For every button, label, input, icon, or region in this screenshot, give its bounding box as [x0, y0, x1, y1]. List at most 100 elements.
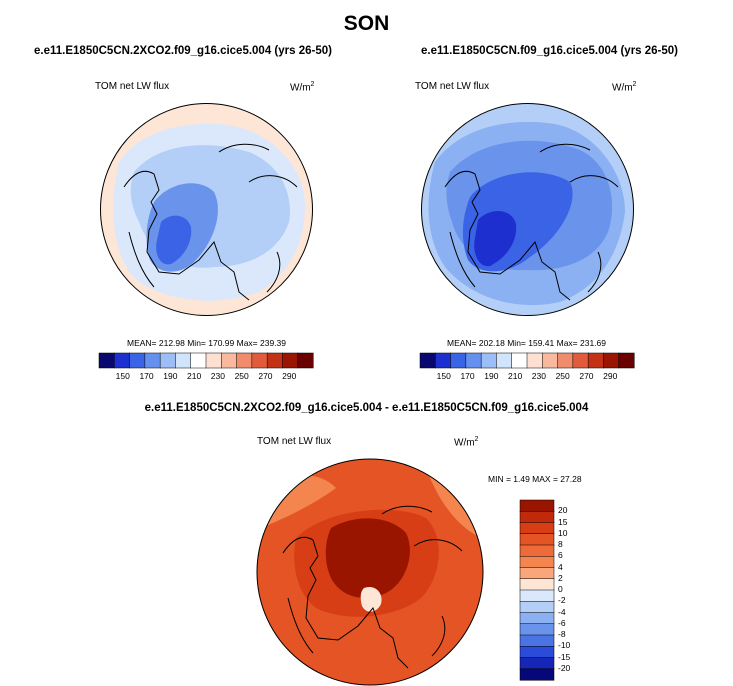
- panel2-coastline: [444, 143, 619, 301]
- panel1-colorbar-tick-label: 190: [163, 371, 178, 381]
- panel3-colorbar-tick-label: -8: [558, 629, 566, 639]
- panel2-colorbar-tick-label: 210: [508, 371, 523, 381]
- panel2-colorbar: [419, 352, 635, 369]
- panel3-units: W/m2: [454, 436, 479, 449]
- panel3-colorbar-swatch: [519, 601, 555, 614]
- panel3-colorbar-swatch: [519, 544, 555, 557]
- panel2-map: [421, 103, 634, 316]
- panel2-colorbar-tick-label: 230: [531, 371, 546, 381]
- panel2-title: e.e11.E1850C5CN.f09_g16.cice5.004 (yrs 2…: [420, 45, 678, 57]
- panel1-units: W/m2: [290, 81, 315, 94]
- panel1-variable-label: TOM net LW flux: [95, 81, 170, 92]
- panel1-colorbar: [98, 352, 314, 369]
- panel3-colorbar-swatch: [519, 646, 555, 659]
- panel2-units: W/m2: [612, 81, 637, 94]
- panel2-stats: MEAN= 202.18 Min= 159.41 Max= 231.69: [446, 338, 606, 348]
- panel3-colorbar-swatch: [519, 657, 555, 670]
- panel1-colorbar-swatch: [282, 352, 299, 369]
- panel3-field-high: [325, 518, 410, 598]
- panel1-colorbar-swatch: [175, 352, 192, 369]
- panel2-colorbar-swatch: [480, 352, 497, 369]
- panel3-field-light: [261, 468, 481, 538]
- panel1-colorbar-swatch: [236, 352, 253, 369]
- panel2-colorbar-swatch: [526, 352, 543, 369]
- panel3-colorbar-swatch: [519, 567, 555, 580]
- panel3-colorbar-swatch: [519, 533, 555, 546]
- panel3-colorbar-tick-label: 0: [558, 584, 563, 594]
- panel2-colorbar-swatch: [496, 352, 513, 369]
- panel3-colorbar-swatch: [519, 522, 555, 535]
- panel2-colorbar-tick-label: 190: [484, 371, 499, 381]
- panel3-colorbar-tick-label: 8: [558, 539, 563, 549]
- panel3-colorbar-swatch: [519, 589, 555, 602]
- panel2-colorbar-tick-label: 150: [436, 371, 451, 381]
- panel2-colorbar-swatch: [435, 352, 452, 369]
- panel3-colorbar-tick-label: -2: [558, 595, 566, 606]
- panel3-coastline: [282, 505, 463, 669]
- panel2-colorbar-swatch: [419, 352, 436, 369]
- panel1-colorbar-tick-label: 150: [115, 371, 130, 381]
- panel1-colorbar-tick-label: 230: [210, 371, 225, 381]
- panel3-stats: MIN = 1.49 MAX = 27.28: [488, 474, 582, 484]
- panel3-colorbar-swatch: [519, 511, 555, 524]
- panel3-colorbar-labels: 20 15 10 8 6 4 2 0 -2 -4 -6 -8 -10 -15 -20: [558, 500, 588, 680]
- panel1-colorbar-swatch: [297, 352, 314, 369]
- panel3-title: e.e11.E1850C5CN.2XCO2.f09_g16.cice5.004 …: [144, 402, 589, 414]
- panel2-colorbar-tick-label: 290: [603, 371, 618, 381]
- panel1-colorbar-swatch: [129, 352, 146, 369]
- panel1-colorbar-swatch: [190, 352, 207, 369]
- panel3-colorbar-swatch: [519, 556, 555, 569]
- panel2-colorbar-swatch: [511, 352, 528, 369]
- panel3-map: [256, 458, 484, 686]
- panel2-colorbar-swatch: [572, 352, 589, 369]
- panel1-colorbar-swatch: [221, 352, 238, 369]
- panel3-colorbar-tick-label: 6: [558, 550, 563, 561]
- panel3-colorbar-tick-label: -20: [558, 662, 571, 673]
- panel1-colorbar-tick-label: 210: [187, 371, 202, 381]
- panel2-colorbar-swatch: [618, 352, 635, 369]
- panel2-variable-label: TOM net LW flux: [415, 81, 490, 92]
- panel1-colorbar-tick-label: 170: [139, 371, 154, 381]
- panel3-colorbar-tick-label: -10: [558, 640, 571, 651]
- panel2-colorbar-tick-label: 270: [579, 371, 594, 381]
- season-title: SON: [343, 12, 390, 35]
- panel1-colorbar-tick-label: 290: [282, 371, 297, 381]
- panel1-colorbar-swatch: [114, 352, 131, 369]
- panel3-colorbar-tick-label: -4: [558, 606, 566, 617]
- panel1-colorbar-swatch: [159, 352, 176, 369]
- panel2-colorbar-tick-label: 250: [555, 371, 570, 381]
- panel1-colorbar-swatch: [144, 352, 161, 369]
- panel3-colorbar-swatch: [519, 612, 555, 625]
- panel3-colorbar-tick-label: 4: [558, 561, 563, 572]
- panel3-colorbar-swatch: [519, 623, 555, 636]
- panel3-colorbar-swatch: [519, 668, 555, 681]
- panel3-variable-label: TOM net LW flux: [257, 436, 332, 447]
- panel1-colorbar-swatch: [266, 352, 283, 369]
- panel2-colorbar-tick-label: 170: [460, 371, 475, 381]
- panel1-coastline: [123, 143, 298, 301]
- panel3-colorbar-tick-label: 15: [558, 516, 568, 527]
- panel3-colorbar-swatch: [519, 499, 555, 512]
- panel1-colorbar-tick-label: 250: [234, 371, 249, 381]
- panel2-colorbar-swatch: [557, 352, 574, 369]
- panel3-colorbar: [519, 499, 555, 681]
- panel2-colorbar-swatch: [603, 352, 620, 369]
- panel1-colorbar-labels: 150 170 190 210 230 250 270 290: [99, 371, 313, 383]
- panel3-colorbar-tick-label: -6: [558, 617, 566, 628]
- panel1-stats: MEAN= 212.98 Min= 170.99 Max= 239.39: [126, 338, 286, 348]
- panel2-colorbar-swatch: [542, 352, 559, 369]
- panel3-colorbar-swatch: [519, 634, 555, 647]
- panel3-colorbar-tick-label: -15: [558, 651, 571, 662]
- panel1-colorbar-swatch: [251, 352, 268, 369]
- panel1-field-peak: [156, 215, 192, 265]
- panel1-map: [100, 103, 313, 316]
- panel1-colorbar-swatch: [98, 352, 115, 369]
- panel1-colorbar-swatch: [205, 352, 222, 369]
- panel3-field-neutral: [360, 586, 382, 612]
- panel1-colorbar-tick-label: 270: [258, 371, 273, 381]
- panel1-title: e.e11.E1850C5CN.2XCO2.f09_g16.cice5.004 …: [34, 45, 332, 57]
- panel2-colorbar-labels: 150 170 190 210 230 250 270 290: [420, 371, 634, 383]
- panel3-colorbar-tick-label: 2: [558, 572, 563, 583]
- panel3-colorbar-tick-label: 10: [558, 527, 568, 538]
- panel3-colorbar-tick-label: 20: [558, 505, 568, 516]
